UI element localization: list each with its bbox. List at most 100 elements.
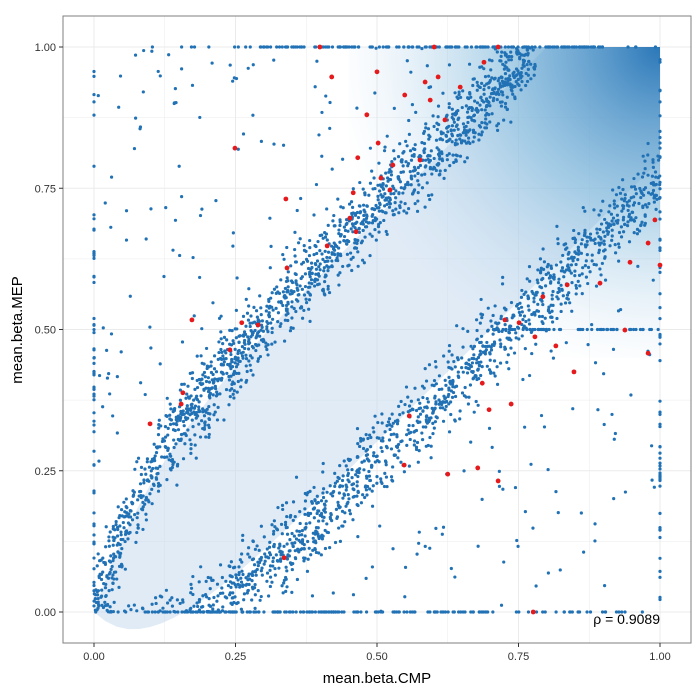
highlight-point — [508, 401, 514, 407]
data-point — [415, 419, 419, 423]
data-point — [489, 319, 493, 323]
data-point — [355, 106, 359, 110]
data-point — [100, 588, 104, 592]
data-point — [323, 546, 328, 551]
data-point — [626, 45, 630, 49]
data-point — [338, 252, 342, 256]
data-point — [113, 528, 117, 532]
data-point — [136, 511, 140, 515]
data-point — [530, 289, 534, 294]
data-point — [291, 326, 295, 330]
data-point — [191, 424, 195, 429]
highlight-point — [317, 44, 323, 50]
data-point — [273, 566, 277, 571]
data-point — [240, 610, 244, 614]
data-point — [422, 131, 426, 135]
data-point — [355, 469, 359, 473]
data-point — [595, 327, 600, 332]
data-point — [229, 601, 233, 605]
data-point — [387, 170, 391, 174]
data-point — [302, 293, 307, 297]
data-point — [313, 546, 317, 551]
y-tick-label: 0.00 — [35, 607, 56, 619]
data-point — [328, 517, 333, 521]
data-point — [529, 462, 533, 466]
data-point — [272, 519, 276, 523]
data-point — [139, 465, 144, 469]
data-point — [505, 95, 509, 99]
data-point — [387, 417, 392, 421]
data-point — [327, 265, 331, 269]
data-point — [151, 482, 156, 486]
data-point — [478, 321, 482, 325]
data-point — [416, 398, 420, 402]
data-point — [284, 577, 288, 581]
data-point — [368, 433, 372, 437]
data-point — [148, 325, 152, 329]
data-point — [425, 397, 429, 401]
data-point — [256, 563, 260, 568]
data-point — [354, 246, 359, 250]
data-point — [512, 314, 516, 318]
data-point — [245, 591, 249, 595]
x-tick-label: 0.25 — [225, 651, 246, 663]
data-point — [280, 584, 284, 588]
data-point — [315, 259, 320, 263]
data-point — [383, 192, 387, 196]
data-point — [189, 447, 193, 451]
data-point — [418, 406, 423, 410]
data-point — [120, 547, 124, 551]
data-point — [189, 451, 193, 455]
data-point — [471, 83, 475, 88]
data-point — [554, 610, 558, 614]
data-point — [448, 137, 452, 141]
data-point — [207, 405, 211, 409]
data-point — [502, 80, 507, 84]
data-point — [257, 610, 261, 614]
highlight-point — [540, 294, 546, 300]
data-point — [616, 242, 621, 246]
data-point — [326, 530, 331, 535]
data-point — [529, 62, 533, 66]
data-point — [653, 45, 658, 49]
data-point — [440, 152, 444, 156]
data-point — [629, 393, 633, 397]
data-point — [193, 433, 197, 437]
data-point — [355, 241, 359, 245]
data-point — [462, 469, 466, 473]
data-point — [363, 210, 367, 214]
highlight-point — [390, 162, 396, 168]
data-point — [94, 593, 98, 597]
data-point — [451, 385, 455, 389]
data-point — [198, 213, 203, 218]
data-point — [573, 269, 577, 273]
data-point — [590, 327, 594, 332]
data-point — [615, 327, 619, 332]
data-point — [546, 467, 550, 472]
data-point — [651, 180, 655, 185]
data-point — [222, 418, 226, 422]
highlight-point — [232, 145, 238, 151]
data-point — [396, 442, 401, 447]
data-point — [189, 606, 193, 610]
data-point — [408, 170, 412, 174]
data-point — [295, 529, 299, 533]
data-point — [424, 164, 428, 168]
data-point — [458, 154, 463, 158]
data-point — [381, 182, 385, 187]
data-point — [342, 239, 346, 243]
data-point — [404, 433, 409, 437]
highlight-point — [355, 155, 361, 161]
data-point — [186, 384, 190, 388]
data-point — [440, 532, 444, 536]
data-point — [239, 385, 243, 389]
data-point — [401, 191, 405, 195]
data-point — [316, 272, 321, 276]
data-point — [322, 502, 327, 506]
data-point — [326, 250, 331, 254]
data-point — [268, 553, 273, 557]
data-point — [135, 530, 139, 535]
data-point — [538, 45, 542, 49]
data-point — [327, 290, 332, 295]
data-point — [621, 218, 625, 222]
